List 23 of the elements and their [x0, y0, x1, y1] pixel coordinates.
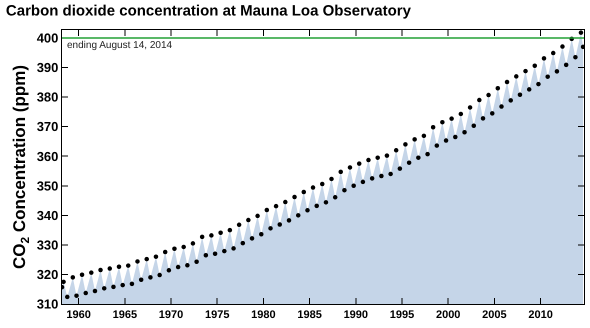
y-tick-label: 400	[36, 30, 58, 46]
x-tick-label: 1965	[112, 309, 138, 322]
y-tick-label: 340	[36, 208, 58, 223]
y-tick-label: 390	[36, 60, 58, 76]
y-tick-label: 350	[36, 178, 58, 194]
x-tick-label: 1985	[297, 309, 322, 322]
chart-title: Carbon dioxide concentration at Mauna Loa Observatory	[6, 2, 412, 20]
y-tick-label: 380	[36, 90, 58, 105]
x-tick-label: 1960	[66, 309, 91, 322]
x-tick-label: 2000	[436, 309, 460, 322]
x-tick-label: 1990	[344, 309, 368, 322]
ref-line-label: ending August 14, 2014	[67, 40, 173, 51]
x-tick-label: 1995	[390, 309, 414, 322]
y-tick-label: 360	[36, 148, 58, 164]
y-tick-label: 370	[36, 119, 58, 134]
y-tick-label: 310	[36, 296, 58, 312]
x-tick-label: 2010	[528, 309, 553, 322]
x-tick-label: 1980	[251, 309, 276, 322]
y-tick-label: 330	[36, 237, 58, 252]
x-tick-label: 1970	[158, 309, 184, 322]
x-tick-label: 2005	[482, 309, 507, 322]
x-tick-label: 1975	[204, 309, 230, 322]
y-tick-label: 320	[36, 266, 58, 282]
